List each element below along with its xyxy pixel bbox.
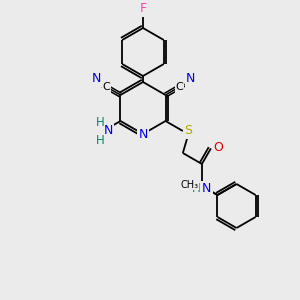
Text: N: N <box>103 124 113 137</box>
Text: F: F <box>140 2 147 16</box>
Text: N: N <box>92 73 101 85</box>
Text: N: N <box>186 73 195 85</box>
Text: C: C <box>176 82 183 92</box>
Text: N: N <box>202 182 212 194</box>
Text: H: H <box>191 182 200 194</box>
Text: H: H <box>96 134 104 146</box>
Text: C: C <box>103 82 110 92</box>
Text: S: S <box>184 124 192 137</box>
Text: CH₃: CH₃ <box>181 180 199 190</box>
Text: O: O <box>213 141 223 154</box>
Text: N: N <box>138 128 148 140</box>
Text: H: H <box>96 116 104 128</box>
